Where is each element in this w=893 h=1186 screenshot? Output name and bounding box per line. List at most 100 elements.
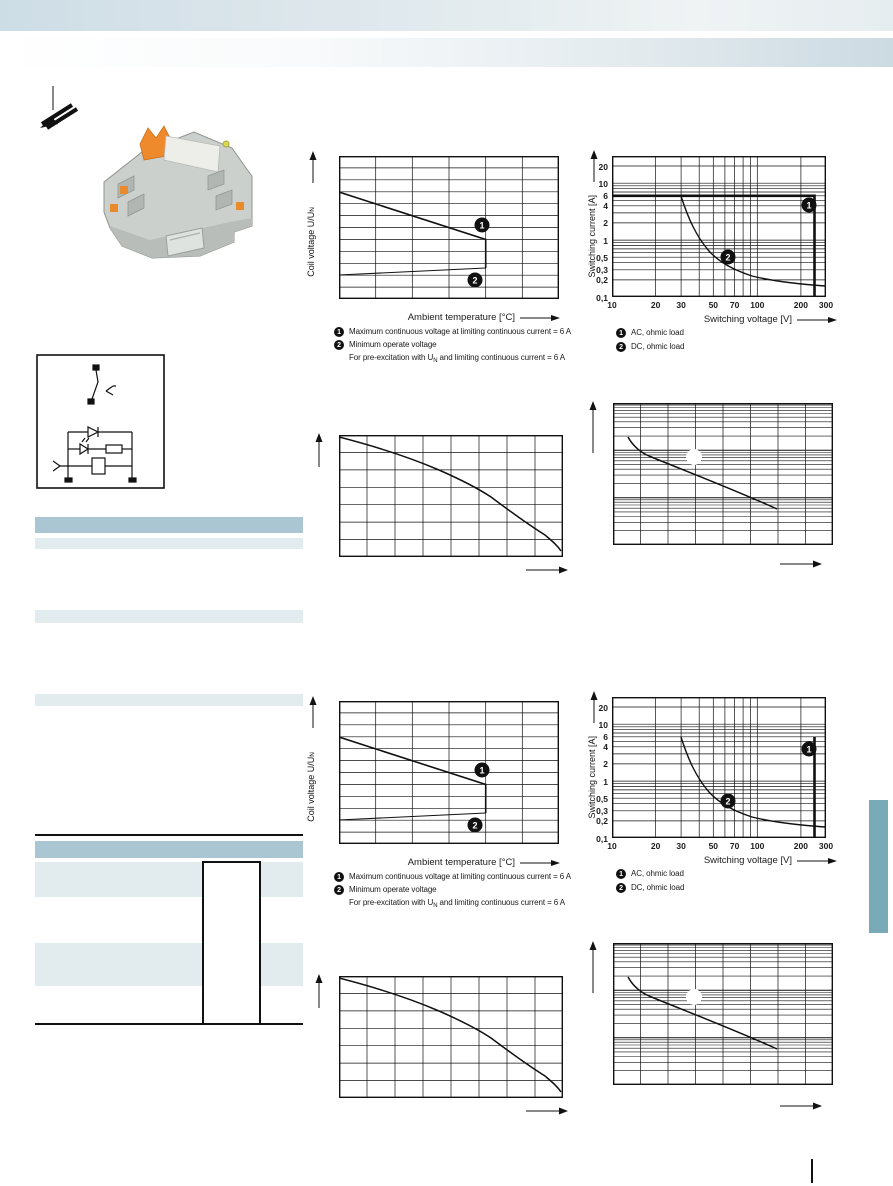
x-axis-arrow-icon (797, 857, 837, 864)
marker-2: 2 (467, 817, 483, 833)
header-bar-second (0, 38, 893, 67)
legend-item: 1 Maximum continuous voltage at limiting … (334, 872, 571, 882)
coil-input-circuit (52, 426, 137, 483)
marker-2: 2 (467, 272, 483, 288)
curve-max-voltage (339, 191, 487, 268)
marker-1: 1 (474, 762, 490, 778)
y-axis-arrow-icon (309, 696, 317, 728)
y-axis-arrow-icon (590, 150, 598, 182)
pulse-waveform-box (202, 861, 261, 1025)
grid-log-major (613, 989, 833, 1039)
x-axis-arrow-icon (526, 566, 568, 574)
curve-endurance (627, 976, 778, 1050)
y-tick: 0,2 (596, 275, 608, 286)
y-axis-arrow-icon (589, 401, 597, 453)
endurance-chart-bottom (585, 933, 865, 1118)
circuit-diagram (36, 354, 165, 489)
x-tick: 70 (729, 841, 740, 851)
svg-text:2: 2 (472, 276, 477, 286)
svg-text:1: 1 (806, 745, 811, 755)
table-row (35, 538, 303, 549)
table-header-row (35, 841, 303, 858)
legend-item: 1 Maximum continuous voltage at limiting … (334, 327, 571, 337)
y-tick: 2 (603, 218, 608, 229)
grid (612, 697, 826, 838)
marker-2: 2 (720, 249, 736, 265)
header-bar-top (0, 0, 893, 31)
grid (339, 435, 563, 557)
svg-text:2: 2 (472, 821, 477, 831)
curve-min-voltage (339, 267, 486, 276)
x-tick: 30 (676, 300, 686, 310)
x-axis-label: Switching voltage [V] (625, 855, 837, 866)
x-tick: 200 (793, 300, 808, 310)
x-tick: 200 (793, 841, 808, 851)
legend-item: 2 DC, ohmic load (616, 342, 684, 352)
relay-contact-symbol (87, 364, 116, 405)
y-tick: 6 (603, 191, 608, 202)
x-axis-arrow-icon (780, 1102, 822, 1110)
marker-1: 1 (801, 197, 817, 213)
y-tick: 0,5 (596, 252, 608, 263)
curve-ac-limit (612, 194, 816, 297)
led-dot (222, 140, 230, 148)
x-tick: 100 (750, 841, 765, 851)
endurance-plot (613, 403, 833, 545)
switching-capacity-chart-bottom: Switching current [A] 20 10 6 4 2 1 0,5 … (585, 687, 885, 917)
x-axis-arrow-icon (797, 316, 837, 323)
x-tick: 50 (708, 300, 719, 310)
x-tick: 50 (708, 841, 719, 851)
switching-capacity-plot: 1 2 (612, 156, 826, 297)
coil-voltage-plot: 1 2 (339, 156, 559, 299)
x-tick: 10 (607, 300, 617, 310)
clamp-orange (110, 204, 118, 212)
table-row (35, 610, 303, 623)
din-rail-clip (165, 227, 205, 257)
y-tick: 1 (603, 235, 608, 246)
curve-max-voltage (339, 736, 487, 813)
marker-1: 1 (801, 741, 817, 757)
y-tick: 10 (598, 719, 608, 730)
x-axis-arrow-icon (520, 314, 560, 321)
clamp-orange (120, 186, 128, 194)
x-tick: 30 (676, 841, 686, 851)
x-axis-label: Ambient temperature [°C] (338, 312, 560, 323)
curve-derating (339, 977, 562, 1093)
x-tick: 20 (650, 841, 661, 851)
curve-min-voltage (339, 812, 486, 821)
switching-capacity-plot: 1 2 (612, 697, 826, 838)
y-axis-label: Coil voltage U/UN (306, 207, 316, 277)
pen-icon (40, 86, 79, 130)
x-axis-label: Ambient temperature [°C] (338, 857, 560, 868)
legend-item: 2 DC, ohmic load (616, 883, 684, 893)
table-top-border (35, 834, 303, 836)
derating-plot (339, 435, 563, 557)
y-tick: 0,3 (596, 265, 608, 276)
table-row (35, 943, 303, 986)
grid-log-minor (613, 404, 833, 531)
derating-plot (339, 976, 563, 1098)
y-axis-arrow-icon (590, 691, 598, 723)
grid-log-minor (613, 944, 833, 1071)
section-header-row (35, 517, 303, 533)
y-tick: 2 (603, 759, 608, 770)
coil-voltage-chart-bottom: Coil voltage U/UN 1 2 Ambient temperatur… (298, 691, 588, 917)
y-tick: 1 (603, 776, 608, 787)
table-bottom-border (35, 1023, 303, 1025)
y-axis-arrow-icon (589, 941, 597, 993)
curve-dc-load (680, 195, 826, 287)
grid (612, 156, 826, 297)
switching-capacity-chart-top: Switching current [A] 20 10 6 4 2 1 0,5 … (585, 146, 885, 376)
table-row (35, 694, 303, 706)
curve-dc-load (680, 736, 826, 828)
x-axis-arrow-icon (780, 560, 822, 568)
y-tick: 10 (598, 178, 608, 189)
legend-note: For pre-excitation with UN and limiting … (349, 353, 566, 364)
y-tick: 4 (603, 742, 608, 753)
legend-note: For pre-excitation with UN and limiting … (349, 898, 566, 909)
derating-chart-middle (308, 425, 588, 585)
y-tick: 0,5 (596, 793, 608, 804)
footer-mark (811, 1159, 813, 1183)
grid-log-major (613, 449, 833, 499)
